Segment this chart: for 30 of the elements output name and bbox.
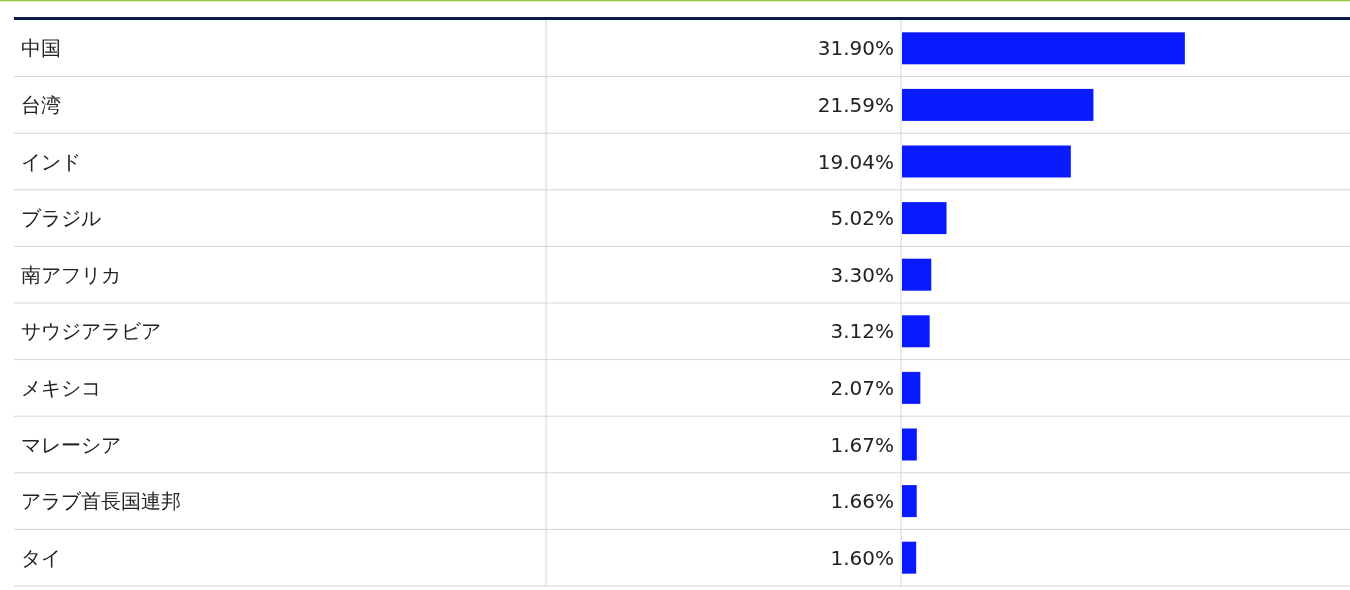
bar <box>902 428 917 461</box>
y-tick-label: タイ <box>21 545 61 570</box>
data-label: 19.04% <box>817 149 894 174</box>
data-label: 1.66% <box>830 489 894 514</box>
bar <box>902 145 1071 178</box>
bar <box>902 32 1185 65</box>
y-tick-label: 台湾 <box>21 92 61 117</box>
y-tick-label: アラブ首長国連邦 <box>21 489 181 514</box>
data-label: 5.02% <box>830 206 894 231</box>
bar <box>902 541 917 574</box>
bar <box>902 202 947 235</box>
y-tick-label: ブラジル <box>21 206 101 231</box>
y-tick-label: 南アフリカ <box>21 262 121 287</box>
data-label: 2.07% <box>830 375 894 400</box>
bar <box>902 258 932 291</box>
data-label: 3.30% <box>830 262 894 287</box>
data-label: 1.67% <box>830 432 894 457</box>
data-label: 31.90% <box>817 36 894 61</box>
data-label: 3.12% <box>830 319 894 344</box>
y-tick-label: サウジアラビア <box>21 319 161 344</box>
bar <box>902 485 917 518</box>
bar <box>902 315 930 348</box>
bar <box>902 88 1094 121</box>
y-tick-label: 中国 <box>21 36 61 61</box>
y-tick-label: マレーシア <box>21 432 121 457</box>
y-tick-label: メキシコ <box>21 375 101 400</box>
data-label: 1.60% <box>830 545 894 570</box>
y-tick-label: インド <box>21 149 81 174</box>
bar <box>902 371 921 404</box>
data-label: 21.59% <box>817 92 894 117</box>
